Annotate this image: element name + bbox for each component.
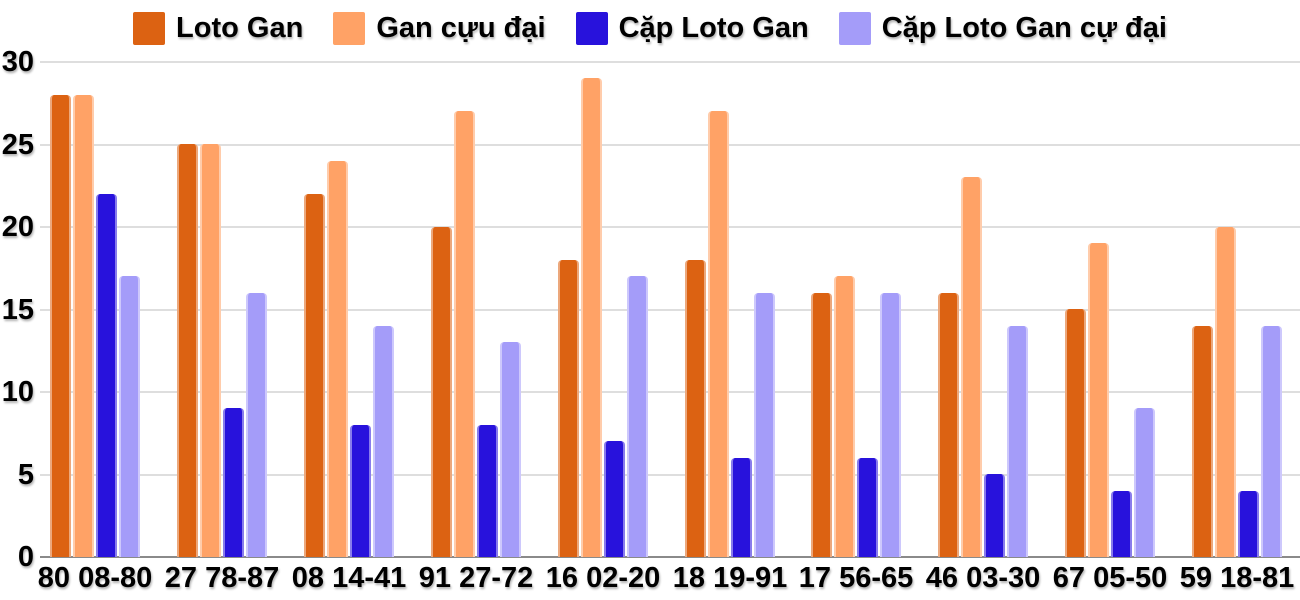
bar-group: [685, 111, 775, 557]
bar: [685, 260, 706, 557]
x-axis-category-label: 46 03-30: [925, 562, 1041, 594]
bar: [880, 293, 901, 557]
bar: [558, 260, 579, 557]
bar: [96, 194, 117, 557]
legend-label: Cặp Loto Gan cự đại: [881, 12, 1167, 44]
bar: [327, 161, 348, 557]
bar: [1134, 408, 1155, 557]
bar: [454, 111, 475, 557]
x-axis-category-label: 91 27-72: [418, 562, 534, 594]
bar: [857, 458, 878, 557]
gridline: [40, 226, 1300, 228]
bar: [1192, 326, 1213, 557]
bar: [350, 425, 371, 557]
legend-label: Cặp Loto Gan: [618, 12, 809, 44]
x-axis-category-label: 18 19-91: [672, 562, 788, 594]
bar: [73, 95, 94, 557]
x-axis-category-label: 17 56-65: [798, 562, 914, 594]
bar-group: [50, 95, 140, 557]
y-axis-tick-label: 10: [1, 376, 34, 408]
bar-group: [1065, 243, 1155, 557]
bar: [200, 144, 221, 557]
bar: [1065, 309, 1086, 557]
legend-item-0[interactable]: Loto Gan: [133, 12, 303, 45]
bar: [119, 276, 140, 557]
bar-group: [1192, 227, 1282, 557]
bar: [754, 293, 775, 557]
y-axis-tick-label: 20: [1, 211, 34, 243]
bar: [246, 293, 267, 557]
bar-group: [558, 78, 648, 557]
x-axis-category-label: 08 14-41: [291, 562, 407, 594]
y-axis-tick-label: 15: [1, 294, 34, 326]
legend-item-1[interactable]: Gan cựu đại: [333, 12, 546, 45]
bar: [1007, 326, 1028, 557]
legend-swatch-icon: [838, 12, 871, 45]
bar: [1215, 227, 1236, 557]
bar: [223, 408, 244, 557]
bar-group: [431, 111, 521, 557]
y-axis-tick-label: 30: [1, 46, 34, 78]
bar: [1238, 491, 1259, 557]
gridline: [40, 144, 1300, 146]
bar: [731, 458, 752, 557]
gridline: [40, 391, 1300, 393]
bar-group: [938, 177, 1028, 557]
bar: [500, 342, 521, 557]
bar: [961, 177, 982, 557]
bar: [708, 111, 729, 557]
bar-group: [304, 161, 394, 557]
bar: [938, 293, 959, 557]
x-axis-category-label: 16 02-20: [545, 562, 661, 594]
bar: [581, 78, 602, 557]
bar: [1088, 243, 1109, 557]
bar: [477, 425, 498, 557]
y-axis-tick-label: 25: [1, 129, 34, 161]
gridline: [40, 309, 1300, 311]
bar: [1111, 491, 1132, 557]
x-axis-category-label: 59 18-81: [1179, 562, 1295, 594]
y-axis-tick-label: 0: [17, 541, 34, 573]
legend-label: Gan cựu đại: [376, 12, 546, 44]
legend-swatch-icon: [333, 12, 366, 45]
bar: [1261, 326, 1282, 557]
bar: [604, 441, 625, 557]
bar: [834, 276, 855, 557]
gridline: [40, 474, 1300, 476]
x-axis-line: [40, 556, 1300, 558]
bar: [304, 194, 325, 557]
legend-label: Loto Gan: [176, 12, 304, 44]
x-axis-category-label: 80 08-80: [37, 562, 153, 594]
legend-item-2[interactable]: Cặp Loto Gan: [575, 12, 809, 45]
bar: [50, 95, 71, 557]
y-axis-tick-label: 5: [17, 459, 34, 491]
legend-swatch-icon: [133, 12, 166, 45]
legend-item-3[interactable]: Cặp Loto Gan cự đại: [838, 12, 1167, 45]
bar: [177, 144, 198, 557]
bar: [627, 276, 648, 557]
bar-group: [177, 144, 267, 557]
gridline: [40, 61, 1300, 63]
legend-swatch-icon: [575, 12, 608, 45]
bar-group: [811, 276, 901, 557]
x-axis-category-label: 67 05-50: [1052, 562, 1168, 594]
x-axis-category-label: 27 78-87: [164, 562, 280, 594]
chart-legend: Loto Gan Gan cựu đại Cặp Loto Gan Cặp Loto …: [0, 12, 1300, 45]
bar: [984, 474, 1005, 557]
bar: [373, 326, 394, 557]
bar: [431, 227, 452, 557]
bar: [811, 293, 832, 557]
